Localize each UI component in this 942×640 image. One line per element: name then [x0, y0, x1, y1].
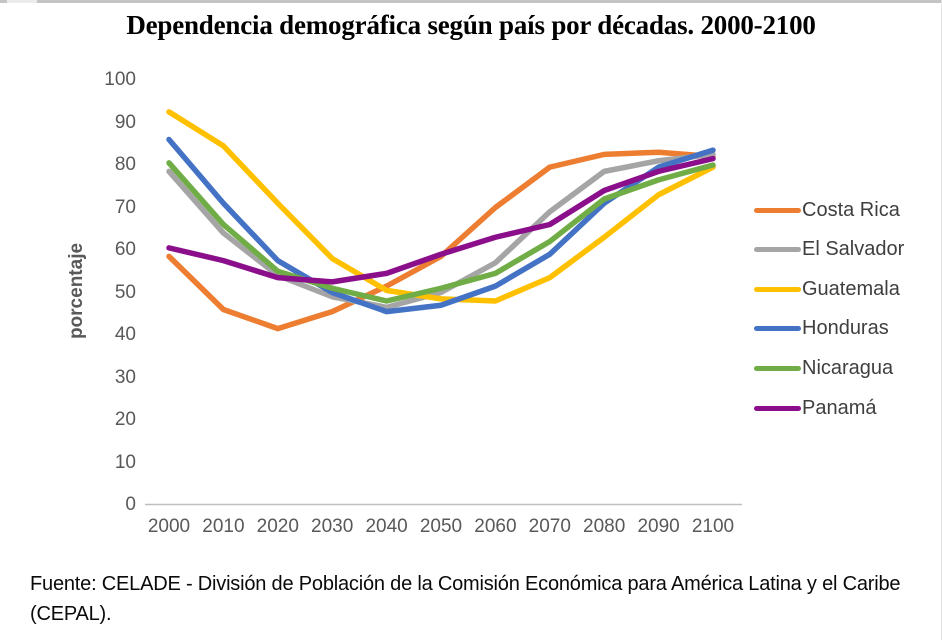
- source-note: Fuente: CELADE - División de Población d…: [30, 573, 901, 625]
- x-tick-label: 2020: [256, 516, 299, 537]
- legend-label: El Salvador: [802, 238, 905, 261]
- series-line-el-salvador: [166, 151, 716, 311]
- x-tick-label: 2050: [419, 516, 463, 537]
- y-tick-label: 100: [104, 69, 136, 90]
- legend-label: Honduras: [802, 317, 889, 340]
- x-tick-label: 2080: [583, 516, 626, 537]
- chart-title: Dependencia demográfica según país por d…: [126, 10, 816, 40]
- window-top-border-tab: [7, 0, 37, 3]
- legend-label: Nicaragua: [802, 356, 894, 379]
- x-tick-label: 2100: [691, 516, 735, 537]
- x-tick-label: 2060: [474, 516, 517, 537]
- legend-label: Costa Rica: [802, 198, 900, 221]
- y-tick-label: 40: [114, 324, 136, 345]
- legend-item-guatemala: Guatemala: [754, 277, 900, 301]
- legend-line-swatch: [754, 365, 801, 371]
- x-tick-label: 2040: [365, 516, 408, 537]
- legend-line-swatch: [754, 207, 801, 213]
- y-tick-label: 60: [114, 239, 136, 260]
- y-tick-label: 30: [114, 366, 136, 388]
- y-tick-label: 0: [125, 494, 136, 515]
- window-top-border: [0, 0, 941, 3]
- y-tick-label: 90: [114, 111, 136, 133]
- x-tick-label: 2000: [147, 516, 191, 537]
- legend-label: Panamá: [802, 396, 877, 419]
- y-tick-label: 80: [114, 154, 136, 175]
- x-tick-label: 2090: [637, 516, 680, 537]
- y-tick-label: 10: [114, 451, 136, 473]
- y-tick-label: 20: [114, 409, 136, 430]
- x-tick-label: 2070: [528, 516, 571, 537]
- legend-line-swatch: [754, 326, 801, 332]
- legend-line-swatch: [754, 286, 801, 292]
- y-axis-title: porcentaje: [66, 242, 87, 340]
- legend-item-costa-rica: Costa Rica: [754, 198, 900, 222]
- y-tick-label: 50: [114, 281, 136, 303]
- legend-item-el-salvador: El Salvador: [754, 238, 904, 262]
- legend-item-nicaragua: Nicaragua: [754, 356, 893, 380]
- x-tick-label: 2010: [202, 516, 245, 537]
- legend-item-honduras: Honduras: [754, 317, 889, 341]
- legend-item-panamá: Panamá: [754, 396, 877, 420]
- legend-line-swatch: [754, 405, 801, 411]
- legend-label: Guatemala: [802, 277, 900, 300]
- x-tick-label: 2030: [311, 516, 354, 537]
- series-line-guatemala: [166, 109, 716, 304]
- legend-line-swatch: [754, 247, 801, 253]
- y-tick-label: 70: [114, 196, 136, 218]
- series-line-panamá: [166, 155, 716, 285]
- series-line-nicaragua: [166, 160, 716, 304]
